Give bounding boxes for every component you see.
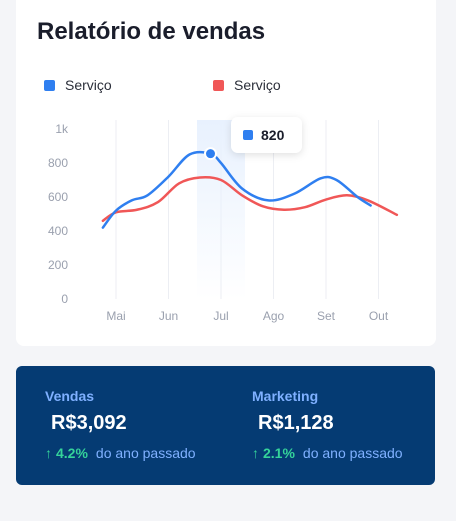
y-tick-label: 200: [48, 258, 68, 272]
y-tick-label: 0: [61, 292, 68, 306]
x-tick-label: Mai: [106, 309, 125, 323]
stat-change-percent: 2.1%: [263, 445, 295, 461]
stat-change-note: do ano passado: [95, 445, 196, 461]
summary-panel: Vendas R$3,092 ↑ 4.2% do ano passado Mar…: [16, 366, 435, 485]
x-tick-label: Set: [317, 309, 336, 323]
stat-vendas: Vendas R$3,092 ↑ 4.2% do ano passado: [45, 388, 196, 461]
y-tick-label: 1k: [55, 122, 69, 136]
tooltip-value: 820: [261, 127, 285, 143]
series-line-blue: [101, 150, 372, 229]
y-tick-label: 400: [48, 224, 68, 238]
stat-change-note: do ano passado: [302, 445, 403, 461]
x-tick-label: Jun: [159, 309, 178, 323]
stat-change: ↑ 2.1% do ano passado: [252, 445, 403, 461]
stat-value: R$3,092: [51, 412, 127, 434]
legend-swatch-blue: [44, 79, 55, 91]
tooltip-swatch: [243, 130, 253, 140]
highlight-point[interactable]: [204, 147, 217, 161]
y-tick-label: 800: [48, 156, 68, 170]
stat-change-percent: 4.2%: [56, 445, 88, 461]
page-title: Relatório de vendas: [37, 18, 266, 45]
line-chart: Mai Jun Jul Ago Set Out 0 200 400 600 800 1k 820: [48, 117, 399, 323]
tooltip-box: [231, 117, 302, 153]
x-tick-label: Ago: [263, 309, 285, 323]
stat-marketing: Marketing R$1,128 ↑ 2.1% do ano passado: [252, 388, 403, 461]
legend-label: Serviço: [234, 77, 281, 93]
arrow-up-icon: ↑: [252, 445, 259, 461]
x-tick-label: Out: [369, 309, 389, 323]
legend-item-series-1[interactable]: Serviço: [44, 77, 112, 93]
y-tick-label: 600: [48, 190, 68, 204]
sales-report-card: Relatório de vendas Serviço Serviço Mai J…: [16, 0, 436, 346]
stat-value: R$1,128: [258, 412, 334, 434]
series-line-red: [101, 175, 399, 223]
stat-label: Vendas: [45, 388, 95, 404]
stat-change: ↑ 4.2% do ano passado: [45, 445, 196, 461]
legend-item-series-2[interactable]: Serviço: [213, 77, 281, 93]
legend-swatch-red: [213, 79, 224, 91]
stat-label: Marketing: [252, 388, 319, 404]
x-tick-label: Jul: [213, 309, 228, 323]
arrow-up-icon: ↑: [45, 445, 52, 461]
legend-label: Serviço: [65, 77, 112, 93]
